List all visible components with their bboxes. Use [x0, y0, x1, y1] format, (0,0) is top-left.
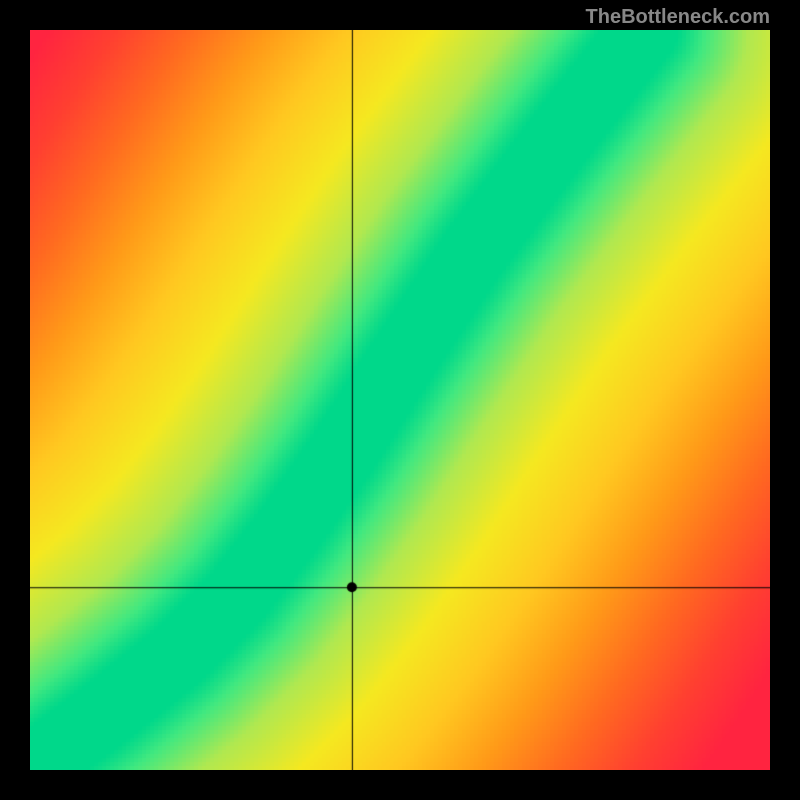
heatmap-canvas [30, 30, 770, 770]
bottleneck-heatmap [30, 30, 770, 770]
attribution-text: TheBottleneck.com [586, 6, 770, 29]
